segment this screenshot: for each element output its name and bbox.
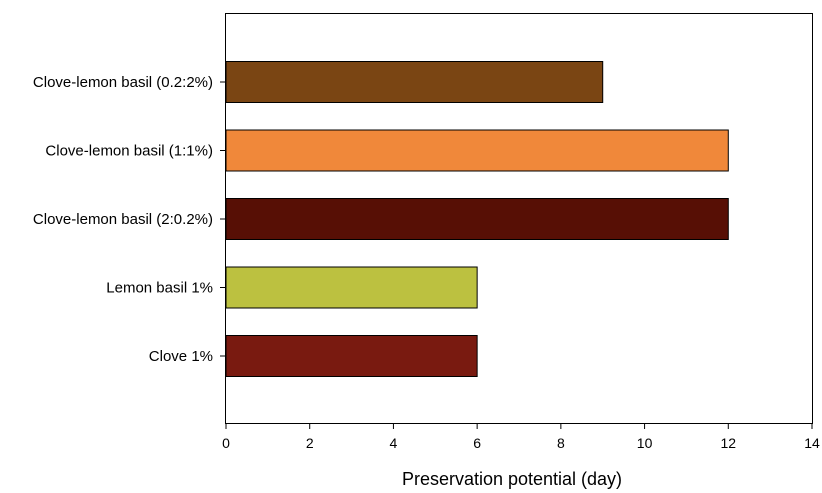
- category-label: Lemon basil 1%: [106, 280, 213, 297]
- bar: [225, 335, 478, 377]
- x-tick-label: 4: [390, 435, 398, 451]
- category-label: Clove-lemon basil (1:1%): [45, 143, 213, 160]
- x-ticks-group: 0 2 4 6 8 10 12 14: [222, 423, 820, 451]
- x-tick-label: 14: [804, 435, 820, 451]
- bar: [225, 266, 478, 309]
- x-tick-label: 8: [557, 435, 565, 451]
- category-label: Clove-lemon basil (0.2:2%): [33, 74, 213, 91]
- bar: [225, 61, 604, 103]
- x-tick-label: 0: [222, 435, 230, 451]
- category-label: Clove 1%: [149, 348, 213, 365]
- x-tick-label: 12: [720, 435, 736, 451]
- bar: [225, 129, 729, 172]
- x-tick-label: 10: [637, 435, 653, 451]
- x-axis-title: Preservation potential (day): [402, 469, 622, 489]
- category-label: Clove-lemon basil (2:0.2%): [33, 211, 213, 228]
- bars-group: [225, 61, 729, 377]
- x-tick-label: 6: [473, 435, 481, 451]
- bar: [225, 198, 729, 240]
- category-labels-group: Clove-lemon basil (0.2:2%) Clove-lemon ba…: [33, 74, 213, 365]
- y-ticks-group: [220, 81, 226, 357]
- x-tick-label: 2: [306, 435, 314, 451]
